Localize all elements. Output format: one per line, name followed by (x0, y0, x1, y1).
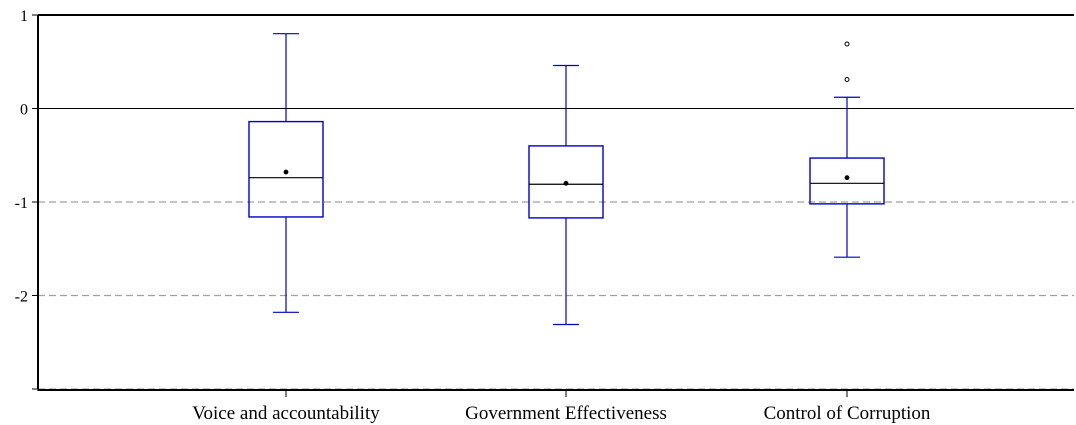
box-iqr (248, 120, 324, 218)
mean-point (283, 169, 289, 175)
y-tick-label: 1 (20, 8, 28, 25)
box-iqr (528, 145, 604, 219)
x-category-label: Control of Corruption (764, 403, 931, 424)
y-tick-label: -1 (15, 195, 28, 212)
x-category-label: Voice and accountability (192, 403, 380, 424)
mean-point (563, 180, 569, 186)
x-category-label: Government Effectiveness (465, 403, 667, 424)
mean-point (844, 175, 850, 181)
y-tick-label: 0 (20, 102, 28, 119)
y-tick-label: -2 (15, 289, 28, 306)
outlier-point (844, 77, 850, 83)
box-iqr (809, 157, 885, 205)
outlier-point (844, 41, 850, 47)
